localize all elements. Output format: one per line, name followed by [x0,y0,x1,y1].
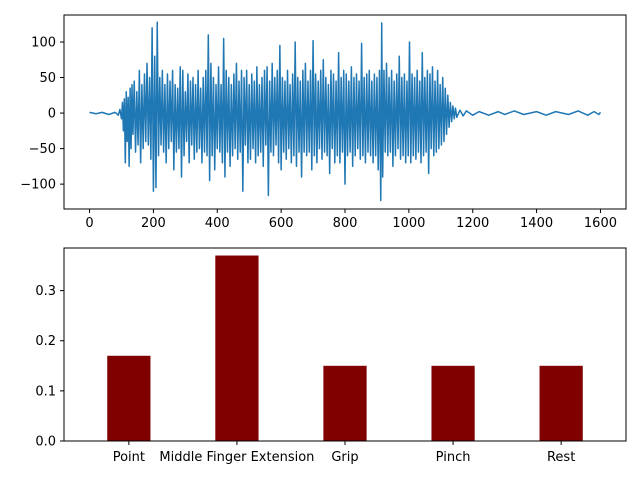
signal-y-tick-label: 50 [39,71,56,86]
signal-line-chart: 0 200 400 600 800 1000 1200 1400 1600 −100 −50 0 50… [20,14,627,231]
signal-y-tick-label: −100 [20,178,56,193]
bar-y-ticks: 0.0 0.1 0.2 0.3 [35,284,64,450]
bar-marks [107,255,583,441]
bar-x-tick-label: Rest [547,450,575,465]
bar-x-tick-label: Middle Finger Extension [159,450,314,465]
signal-x-tick-label: 1600 [584,216,617,231]
signal-x-tick-label: 600 [269,216,294,231]
bar-x-tick-label: Grip [331,450,358,465]
signal-y-tick-label: −50 [29,142,56,157]
signal-x-tick-label: 1200 [456,216,489,231]
bar-y-tick-label: 0.2 [35,334,56,349]
bar-x-tick-label: Point [113,450,145,465]
signal-x-tick-label: 1000 [392,216,425,231]
signal-x-tick-label: 0 [85,216,93,231]
bar-pinch [431,365,475,441]
bar-y-tick-label: 0.3 [35,284,56,299]
bar-rest [539,365,583,441]
signal-series-line [89,21,602,202]
bar-point [107,355,151,441]
bar-x-ticks: Point Middle Finger Extension Grip Pinch Res… [113,441,575,465]
signal-x-tick-label: 800 [333,216,358,231]
signal-x-tick-label: 1400 [520,216,553,231]
bar-y-tick-label: 0.1 [35,384,56,399]
signal-y-ticks: −100 −50 0 50 100 [20,36,64,193]
bar-grip [323,365,367,441]
bar-x-tick-label: Pinch [436,450,471,465]
signal-x-ticks: 0 200 400 600 800 1000 1200 1400 1600 [85,209,617,231]
probability-bar-chart: Point Middle Finger Extension Grip Pinch Res… [35,247,627,465]
signal-y-tick-label: 100 [31,36,56,51]
bar-y-tick-label: 0.0 [35,435,56,450]
signal-x-tick-label: 200 [141,216,166,231]
bar-middle-finger-extension [215,255,259,441]
signal-x-tick-label: 400 [205,216,230,231]
signal-y-tick-label: 0 [48,107,56,122]
signal-series [89,21,602,202]
